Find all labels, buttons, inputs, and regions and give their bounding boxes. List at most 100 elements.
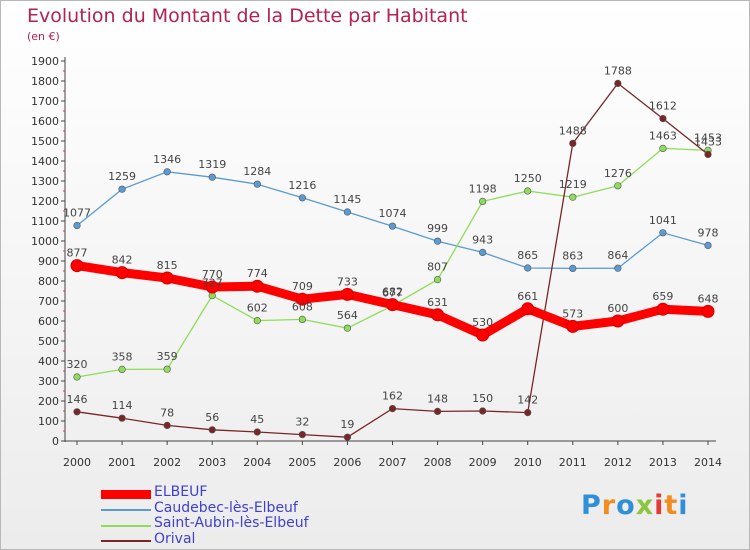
data-label: 1612 bbox=[649, 100, 677, 113]
x-tick-label: 2013 bbox=[649, 456, 677, 469]
y-tick-label: 500 bbox=[38, 335, 59, 348]
data-label: 146 bbox=[67, 393, 88, 406]
chart-unit-label: (en €) bbox=[27, 30, 60, 43]
y-tick-label: 300 bbox=[38, 375, 59, 388]
x-tick-label: 2004 bbox=[243, 456, 271, 469]
series-0-point bbox=[386, 298, 399, 312]
data-label: 1041 bbox=[649, 214, 677, 227]
data-label: 320 bbox=[67, 358, 88, 371]
series-1-point bbox=[343, 208, 352, 216]
y-tick-label: 700 bbox=[38, 295, 59, 308]
x-tick-label: 2012 bbox=[604, 456, 632, 469]
data-label: 733 bbox=[337, 275, 358, 288]
data-label: 815 bbox=[157, 259, 178, 272]
series-0-point bbox=[295, 292, 309, 306]
series-3-point bbox=[343, 433, 352, 441]
data-label: 114 bbox=[112, 399, 133, 412]
data-label: 162 bbox=[382, 390, 403, 403]
series-0-point bbox=[656, 302, 670, 316]
series-3-point bbox=[163, 421, 171, 430]
data-label: 45 bbox=[250, 413, 264, 426]
series-1-point bbox=[208, 173, 216, 181]
y-tick-label: 1100 bbox=[31, 215, 59, 228]
chart-title: Evolution du Montant de la Dette par Hab… bbox=[27, 5, 468, 27]
data-label: 631 bbox=[427, 296, 448, 309]
legend-swatch bbox=[101, 509, 151, 512]
series-0-point bbox=[701, 304, 715, 318]
series-1-point bbox=[118, 185, 126, 193]
series-2-point bbox=[298, 315, 306, 324]
data-label: 32 bbox=[295, 416, 309, 429]
x-tick-label: 2009 bbox=[469, 456, 497, 469]
y-tick-label: 100 bbox=[38, 415, 59, 428]
series-0-point bbox=[521, 302, 535, 316]
data-label: 573 bbox=[562, 307, 583, 320]
legend-label: Caudebec-lès-Elbeuf bbox=[154, 499, 298, 516]
series-2-point bbox=[479, 197, 487, 205]
y-tick-label: 1800 bbox=[31, 75, 59, 88]
data-label: 608 bbox=[292, 300, 313, 313]
data-label: 648 bbox=[698, 292, 719, 305]
y-tick-label: 1900 bbox=[31, 55, 59, 68]
legend-label: Saint-Aubin-lès-Elbeuf bbox=[154, 515, 309, 531]
x-tick-label: 2010 bbox=[514, 456, 542, 469]
series-1-point bbox=[388, 222, 397, 230]
x-tick-label: 2008 bbox=[424, 456, 452, 469]
data-label: 359 bbox=[157, 350, 178, 363]
series-0-point bbox=[250, 279, 264, 293]
series-3-point bbox=[433, 407, 442, 416]
y-tick-label: 400 bbox=[38, 355, 59, 368]
series-3-point bbox=[479, 407, 487, 415]
data-label: 602 bbox=[247, 302, 268, 315]
y-tick-label: 1500 bbox=[31, 135, 59, 148]
data-label: 978 bbox=[698, 226, 719, 239]
series-0-point bbox=[205, 280, 219, 294]
series-3-point bbox=[118, 414, 126, 422]
y-tick-label: 600 bbox=[38, 315, 59, 328]
data-label: 148 bbox=[427, 392, 448, 405]
series-3-point bbox=[524, 409, 532, 417]
data-label: 842 bbox=[112, 254, 133, 267]
logo-letter: x bbox=[635, 490, 655, 521]
y-tick-label: 200 bbox=[38, 395, 59, 408]
data-label: 56 bbox=[205, 411, 219, 424]
data-label: 807 bbox=[427, 261, 448, 274]
legend-swatch bbox=[101, 490, 151, 500]
logo-letter: t bbox=[664, 490, 679, 521]
series-0-point bbox=[611, 314, 625, 328]
data-label: 1250 bbox=[514, 172, 542, 185]
y-tick-label: 0 bbox=[52, 435, 59, 448]
series-0-point bbox=[431, 308, 445, 322]
logo-letter: r bbox=[601, 490, 617, 521]
series-2-point bbox=[73, 373, 81, 381]
series-0-point bbox=[115, 266, 129, 280]
data-label: 1077 bbox=[63, 207, 91, 220]
series-2-point bbox=[614, 182, 622, 190]
data-label: 1259 bbox=[108, 170, 136, 183]
data-label: 358 bbox=[112, 350, 133, 363]
series-1-point bbox=[163, 168, 171, 176]
series-1-point bbox=[614, 264, 622, 272]
y-tick-label: 1700 bbox=[31, 95, 59, 108]
data-label: 1284 bbox=[243, 165, 271, 178]
data-label: 682 bbox=[382, 286, 403, 299]
series-1-point bbox=[704, 241, 712, 249]
data-label: 1074 bbox=[379, 207, 407, 220]
x-tick-label: 2014 bbox=[694, 456, 722, 469]
series-2-point bbox=[524, 187, 532, 195]
data-label: 1198 bbox=[469, 182, 497, 195]
x-tick-label: 2011 bbox=[559, 456, 587, 469]
y-tick-label: 1200 bbox=[31, 195, 59, 208]
series-3-point bbox=[73, 408, 81, 416]
data-label: 1219 bbox=[559, 178, 587, 191]
series-1-point bbox=[433, 237, 442, 245]
data-label: 150 bbox=[472, 392, 493, 405]
data-label: 78 bbox=[160, 406, 174, 419]
data-label: 727 bbox=[202, 277, 223, 290]
data-label: 530 bbox=[472, 316, 493, 329]
proxiti-logo: Proxiti bbox=[581, 490, 691, 522]
data-label: 677 bbox=[382, 287, 403, 300]
data-label: 1216 bbox=[288, 179, 316, 192]
series-2-point bbox=[163, 365, 171, 373]
series-0-point bbox=[160, 271, 174, 285]
